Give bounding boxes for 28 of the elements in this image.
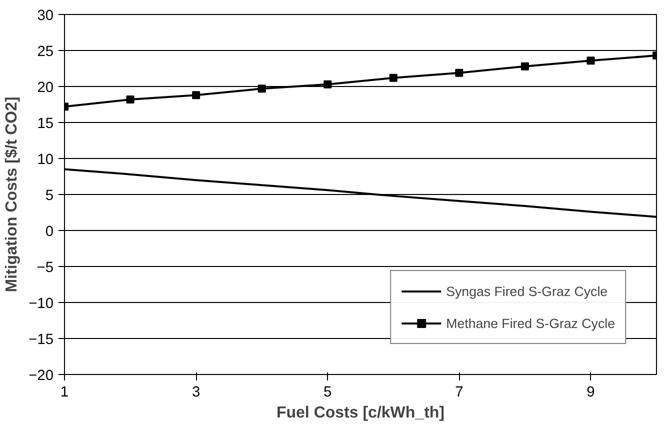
point [258,84,266,93]
x-tick-label: 1 [60,384,69,400]
y-tick-label: −10 [28,296,54,312]
point [389,74,398,82]
x-tick-label: 5 [324,384,332,400]
y-tick-label: −15 [28,332,54,348]
point [586,56,595,65]
y-tick-label: 15 [37,116,54,132]
y-tick-label: 20 [37,80,54,96]
x-tick-label: 9 [586,384,595,400]
point [324,80,332,88]
x-tick-label: 7 [455,384,464,400]
point [192,91,200,100]
y-tick-label: −20 [28,368,54,384]
legend-label: Syngas Fired S-Graz Cycle [446,284,608,298]
y-tick-label: 25 [37,44,54,60]
y-axis-title: Mitigation Costs [$/t CO2] [4,96,21,292]
point [520,62,529,70]
legend-label: Methane Fired S-Graz Cycle [446,316,615,330]
y-tick-label: 5 [45,188,54,204]
y-tick-label: 10 [37,152,54,168]
point [126,95,134,104]
y-tick-label: 30 [37,8,54,24]
y-tick-label: −5 [36,260,54,276]
point [455,68,464,77]
x-axis-title: Fuel Costs [c/kWh_th] [276,404,445,422]
y-tick-label: 0 [45,224,54,240]
x-tick-label: 3 [192,384,200,400]
